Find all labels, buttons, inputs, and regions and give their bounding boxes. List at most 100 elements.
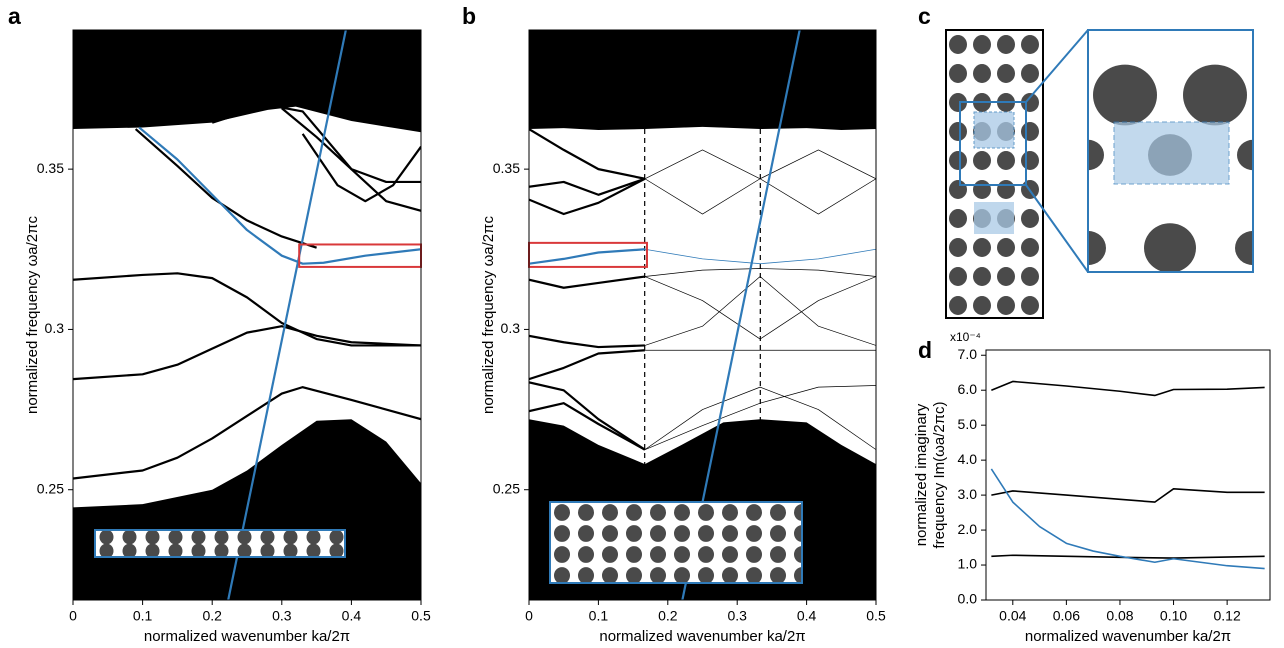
curve	[73, 325, 421, 381]
y-tick-label: 0.0	[958, 591, 978, 607]
hole	[674, 504, 690, 521]
plot-lines	[529, 30, 876, 600]
hole	[1021, 64, 1039, 83]
hole	[698, 504, 714, 521]
hole	[554, 567, 570, 583]
hole	[260, 543, 275, 557]
hole	[626, 546, 642, 563]
hole	[1021, 35, 1039, 54]
hole	[168, 543, 183, 557]
zoom-shade	[974, 202, 1014, 234]
hole	[602, 546, 618, 563]
hole	[949, 122, 967, 141]
hole	[191, 543, 206, 557]
hole	[626, 504, 642, 521]
hole	[602, 525, 618, 542]
curve	[991, 380, 1265, 397]
curve	[73, 386, 421, 480]
hole	[997, 296, 1015, 315]
inset-border	[945, 29, 1044, 319]
x-tick-label: 0.1	[589, 608, 609, 624]
x-tick-label: 0.1	[133, 608, 153, 624]
hole	[650, 567, 666, 583]
hole	[554, 504, 570, 521]
y-tick-label: 0.35	[37, 160, 64, 176]
hole	[306, 530, 321, 545]
curve	[644, 276, 876, 346]
x-tick-label: 0.04	[999, 608, 1026, 624]
panel-label: a	[8, 3, 21, 29]
hole	[949, 180, 967, 199]
y-axis-label: normalized frequency ωa/2πc	[24, 216, 41, 414]
hole	[260, 530, 275, 545]
hole	[949, 151, 967, 170]
curve	[644, 248, 876, 265]
hole	[554, 525, 570, 542]
hole	[1021, 209, 1039, 228]
zoom-shade	[1113, 121, 1230, 185]
curve	[644, 385, 876, 450]
curve	[529, 381, 646, 451]
hole	[973, 151, 991, 170]
hole	[650, 546, 666, 563]
x-tick-label: 0.12	[1214, 608, 1241, 624]
lattice-inset	[95, 530, 345, 557]
hole	[1088, 139, 1104, 171]
hole	[698, 567, 714, 583]
hole	[722, 525, 738, 542]
hole	[1088, 230, 1106, 266]
hole	[949, 64, 967, 83]
hole	[949, 93, 967, 112]
x-tick-label: 0.5	[866, 608, 886, 624]
hole	[650, 525, 666, 542]
curve	[644, 268, 876, 277]
plot-frame	[528, 29, 877, 601]
curve	[529, 128, 646, 180]
hole	[329, 530, 344, 545]
curve	[281, 107, 421, 212]
hole	[99, 530, 114, 545]
hole	[746, 525, 762, 542]
hole	[214, 543, 229, 557]
hole	[949, 35, 967, 54]
curve	[644, 276, 876, 340]
inset-border	[94, 529, 346, 558]
y-tick-label: 6.0	[958, 381, 978, 397]
hole	[674, 546, 690, 563]
plot-lines	[990, 380, 1265, 570]
hole	[949, 267, 967, 286]
y-tick-label: 7.0	[958, 346, 978, 362]
zoom-connector	[1025, 29, 1089, 103]
hole	[1021, 238, 1039, 257]
curve	[529, 334, 645, 349]
x-tick-label: 0.4	[342, 608, 362, 624]
hole	[949, 209, 967, 228]
plot-frame	[72, 29, 422, 601]
y-tick-label: 3.0	[958, 486, 978, 502]
hole	[283, 543, 298, 557]
hole	[283, 530, 298, 545]
hole	[650, 504, 666, 521]
hole	[722, 567, 738, 583]
x-tick-label: 0.3	[727, 608, 747, 624]
hole	[554, 546, 570, 563]
hole	[1235, 230, 1253, 266]
hole	[997, 64, 1015, 83]
hole	[997, 180, 1015, 199]
hole	[973, 35, 991, 54]
plot-frame	[985, 349, 1271, 601]
hole	[237, 530, 252, 545]
x-tick-label: 0	[525, 608, 533, 624]
hole	[578, 504, 594, 521]
plot-lines	[73, 30, 421, 600]
hole	[578, 546, 594, 563]
band-region	[73, 30, 421, 133]
lattice-inset	[550, 502, 802, 583]
panel-label: d	[918, 337, 932, 363]
hole	[770, 504, 786, 521]
hole	[214, 530, 229, 545]
hole	[674, 567, 690, 583]
y-tick-label: 1.0	[958, 556, 978, 572]
hole	[145, 543, 160, 557]
hole	[1021, 151, 1039, 170]
